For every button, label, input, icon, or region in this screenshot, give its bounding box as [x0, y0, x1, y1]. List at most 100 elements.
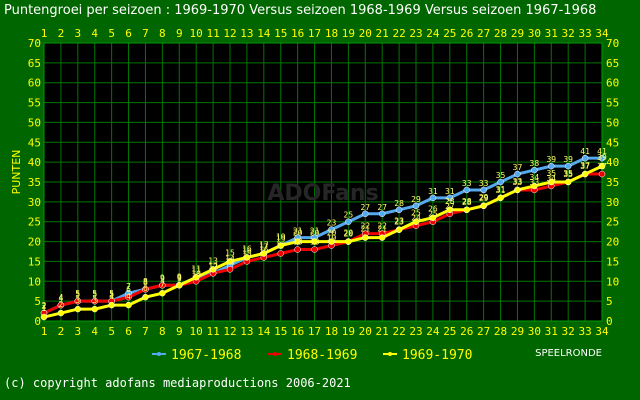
- x-tick-label-bottom: 9: [176, 325, 183, 338]
- legend-marker: [157, 352, 161, 356]
- data-point-1968-1969: [226, 266, 234, 273]
- data-label-1968-1969: 37: [580, 162, 590, 171]
- y-tick-label-right: 20: [606, 236, 619, 249]
- x-tick-label-bottom: 10: [190, 325, 203, 338]
- data-label-1968-1969: 37: [597, 162, 607, 171]
- y-tick-label-right: 55: [606, 97, 619, 110]
- x-tick-label-top: 27: [477, 27, 490, 40]
- data-label-1969-1970: 11: [191, 264, 201, 273]
- data-point-1969-1970: [142, 293, 149, 301]
- x-tick-label-bottom: 31: [545, 325, 558, 338]
- x-tick-label-top: 30: [528, 27, 541, 40]
- data-label-1967-1968: 35: [496, 171, 506, 180]
- data-label-1967-1968: 5: [92, 290, 97, 299]
- x-tick-label-top: 31: [545, 27, 558, 40]
- x-tick-label-bottom: 19: [342, 325, 355, 338]
- data-point-1969-1970: [108, 301, 115, 309]
- y-tick-label-left: 60: [28, 77, 41, 90]
- data-label-1967-1968: 9: [177, 274, 182, 283]
- data-point-1969-1970: [328, 238, 335, 245]
- data-label-1967-1968: 27: [377, 203, 387, 212]
- data-label-1969-1970: 2: [58, 300, 63, 309]
- data-label-1969-1970: 28: [445, 197, 455, 206]
- y-tick-label-left: 40: [28, 156, 41, 169]
- x-axis-title: SPEELRONDE: [535, 348, 602, 359]
- data-point-1969-1970: [345, 238, 352, 245]
- data-point-1967-1968: [463, 186, 470, 194]
- x-tick-label-top: 20: [359, 27, 372, 40]
- x-tick-label-top: 17: [308, 27, 321, 40]
- x-tick-label-bottom: 24: [426, 325, 440, 338]
- x-tick-label-bottom: 21: [376, 325, 389, 338]
- x-tick-label-top: 29: [511, 27, 524, 40]
- data-label-1968-1969: 20: [344, 230, 354, 239]
- x-tick-label-top: 15: [274, 27, 287, 40]
- data-label-1969-1970: 34: [530, 173, 540, 182]
- data-point-1969-1970: [192, 274, 200, 281]
- x-tick-label-bottom: 4: [91, 325, 98, 338]
- data-label-1969-1970: 17: [259, 240, 269, 249]
- data-label-1968-1969: 23: [394, 218, 404, 227]
- y-tick-label-left: 35: [28, 176, 41, 189]
- y-tick-label-right: 50: [606, 116, 619, 129]
- y-tick-label-right: 65: [606, 57, 619, 70]
- x-tick-label-top: 5: [108, 27, 115, 40]
- y-tick-label-right: 35: [606, 176, 619, 189]
- data-label-1969-1970: 7: [160, 280, 165, 289]
- x-tick-label-top: 21: [376, 27, 389, 40]
- y-tick-label-right: 30: [606, 196, 619, 209]
- data-label-1967-1968: 33: [462, 179, 472, 188]
- legend-marker: [273, 352, 277, 356]
- data-label-1969-1970: 20: [293, 229, 303, 238]
- data-label-1968-1969: 16: [259, 245, 269, 254]
- data-label-1969-1970: 23: [394, 217, 404, 226]
- y-tick-label-right: 60: [606, 77, 619, 90]
- data-point-1967-1968: [514, 170, 521, 178]
- x-tick-label-top: 24: [426, 27, 440, 40]
- x-tick-label-bottom: 8: [159, 325, 166, 338]
- data-label-1969-1970: 39: [597, 153, 607, 162]
- x-tick-label-top: 32: [562, 27, 575, 40]
- data-label-1969-1970: 9: [177, 272, 182, 281]
- data-point-1968-1969: [91, 297, 98, 305]
- data-point-1967-1968: [412, 202, 420, 210]
- data-label-1968-1969: 34: [546, 174, 556, 183]
- data-point-1969-1970: [598, 162, 606, 170]
- data-label-1969-1970: 35: [546, 169, 556, 178]
- data-point-1968-1969: [125, 293, 132, 301]
- data-label-1969-1970: 35: [563, 169, 573, 178]
- data-label-1967-1968: 33: [479, 179, 489, 188]
- data-label-1969-1970: 4: [109, 292, 114, 301]
- data-point-1969-1970: [294, 238, 301, 245]
- data-point-1967-1968: [395, 206, 403, 214]
- data-point-1969-1970: [57, 309, 65, 317]
- series-line-1967-1968: [43, 156, 602, 315]
- data-point-1968-1969: [598, 170, 606, 178]
- x-tick-label-top: 9: [176, 27, 183, 40]
- data-point-1967-1968: [345, 218, 352, 225]
- data-label-1969-1970: 21: [377, 225, 387, 234]
- data-point-1967-1968: [328, 226, 335, 233]
- data-label-1967-1968: 21: [293, 227, 303, 236]
- data-label-1969-1970: 20: [310, 229, 320, 238]
- data-point-1969-1970: [277, 242, 284, 249]
- data-label-1967-1968: 39: [563, 155, 573, 164]
- y-tick-label-right: 45: [606, 136, 619, 149]
- y-axis-title: PUNTEN: [10, 150, 23, 195]
- data-point-1969-1970: [362, 234, 369, 241]
- y-tick-label-right: 5: [606, 295, 613, 308]
- x-tick-label-bottom: 13: [240, 325, 253, 338]
- data-label-1969-1970: 25: [411, 209, 421, 218]
- x-tick-label-bottom: 18: [325, 325, 338, 338]
- data-point-1968-1969: [311, 246, 318, 253]
- data-point-1967-1968: [548, 162, 555, 170]
- x-tick-label-top: 22: [392, 27, 405, 40]
- data-point-1967-1968: [429, 194, 437, 202]
- data-label-1968-1969: 6: [126, 285, 131, 294]
- data-point-1969-1970: [497, 194, 504, 202]
- data-label-1968-1969: 31: [496, 186, 506, 195]
- data-point-1969-1970: [514, 186, 521, 194]
- data-label-1967-1968: 31: [428, 187, 438, 196]
- x-tick-label-top: 2: [58, 27, 65, 40]
